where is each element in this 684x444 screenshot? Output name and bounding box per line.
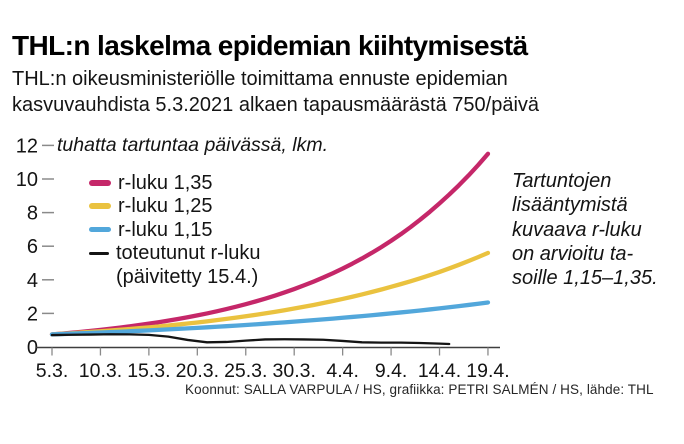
x-tick-label: 14.4. (418, 360, 461, 382)
x-tick-label: 9.4. (375, 360, 408, 382)
legend-swatch-r135 (89, 180, 111, 186)
series-r-luku-1-35 (49, 151, 491, 337)
legend-item-r125: r-luku 1,25 (89, 195, 261, 218)
page-title: THL:n laskelma epidemian kiihtymisestä (12, 30, 528, 61)
y-tick-label: 12 (16, 135, 38, 157)
y-tick-label: 0 (27, 337, 38, 359)
y-tick-label: 2 (27, 303, 38, 325)
legend-item-r135: r-luku 1,35 (89, 172, 261, 195)
x-tick-label: 19.4. (466, 360, 509, 382)
x-tick-label: 5.3. (36, 360, 69, 382)
subtitle-line-1: THL:n oikeusministeriölle toimittama enn… (12, 68, 508, 90)
legend-swatch-r125 (89, 203, 111, 209)
series-r-luku-1-15 (49, 300, 491, 337)
legend-swatch-r115 (89, 226, 111, 233)
legend-label-actual-line1: toteutunut r-luku (116, 242, 261, 265)
legend-swatch-actual (89, 252, 109, 255)
chart-annotation: Tartuntojen lisääntymistä kuvaava r-luku… (512, 170, 658, 290)
x-tick-label: 15.3. (127, 360, 170, 382)
y-axis-unit-label: tuhatta tartuntaa päivässä, lkm. (57, 134, 328, 156)
x-tick-label: 4.4. (326, 360, 359, 382)
legend-label-r135: r-luku 1,35 (118, 172, 213, 194)
subtitle-line-2: kasvuvauhdista 5.3.2021 alkaen tapausmää… (12, 93, 540, 116)
series-toteutunut-r-luku (50, 333, 451, 346)
legend-label-r115: r-luku 1,15 (118, 218, 213, 241)
y-tick-label: 8 (27, 203, 38, 225)
x-tick-label: 25.3. (224, 360, 267, 382)
legend-item-actual: toteutunut r-luku (päivitetty 15.4.) (89, 242, 261, 289)
y-tick-label: 10 (16, 169, 38, 191)
legend-item-r115: r-luku 1,15 (89, 219, 261, 242)
credit-line: Koonnut: SALLA VARPULA / HS, grafiikka: … (185, 382, 654, 397)
subtitle: THL:n oikeusministeriölle toimittama enn… (12, 67, 592, 118)
legend-label-r125: r-luku 1,25 (118, 195, 213, 218)
y-tick-label: 6 (27, 236, 38, 258)
x-tick-label: 10.3. (79, 360, 122, 382)
x-tick-label: 20.3. (176, 360, 219, 382)
y-tick-label: 4 (27, 270, 38, 292)
legend: r-luku 1,35 r-luku 1,25 r-luku 1,15 tote… (89, 172, 261, 289)
legend-label-actual: toteutunut r-luku (päivitetty 15.4.) (116, 242, 261, 289)
x-tick-label: 30.3. (273, 360, 316, 382)
legend-label-actual-line2: (päivitetty 15.4.) (116, 265, 259, 288)
